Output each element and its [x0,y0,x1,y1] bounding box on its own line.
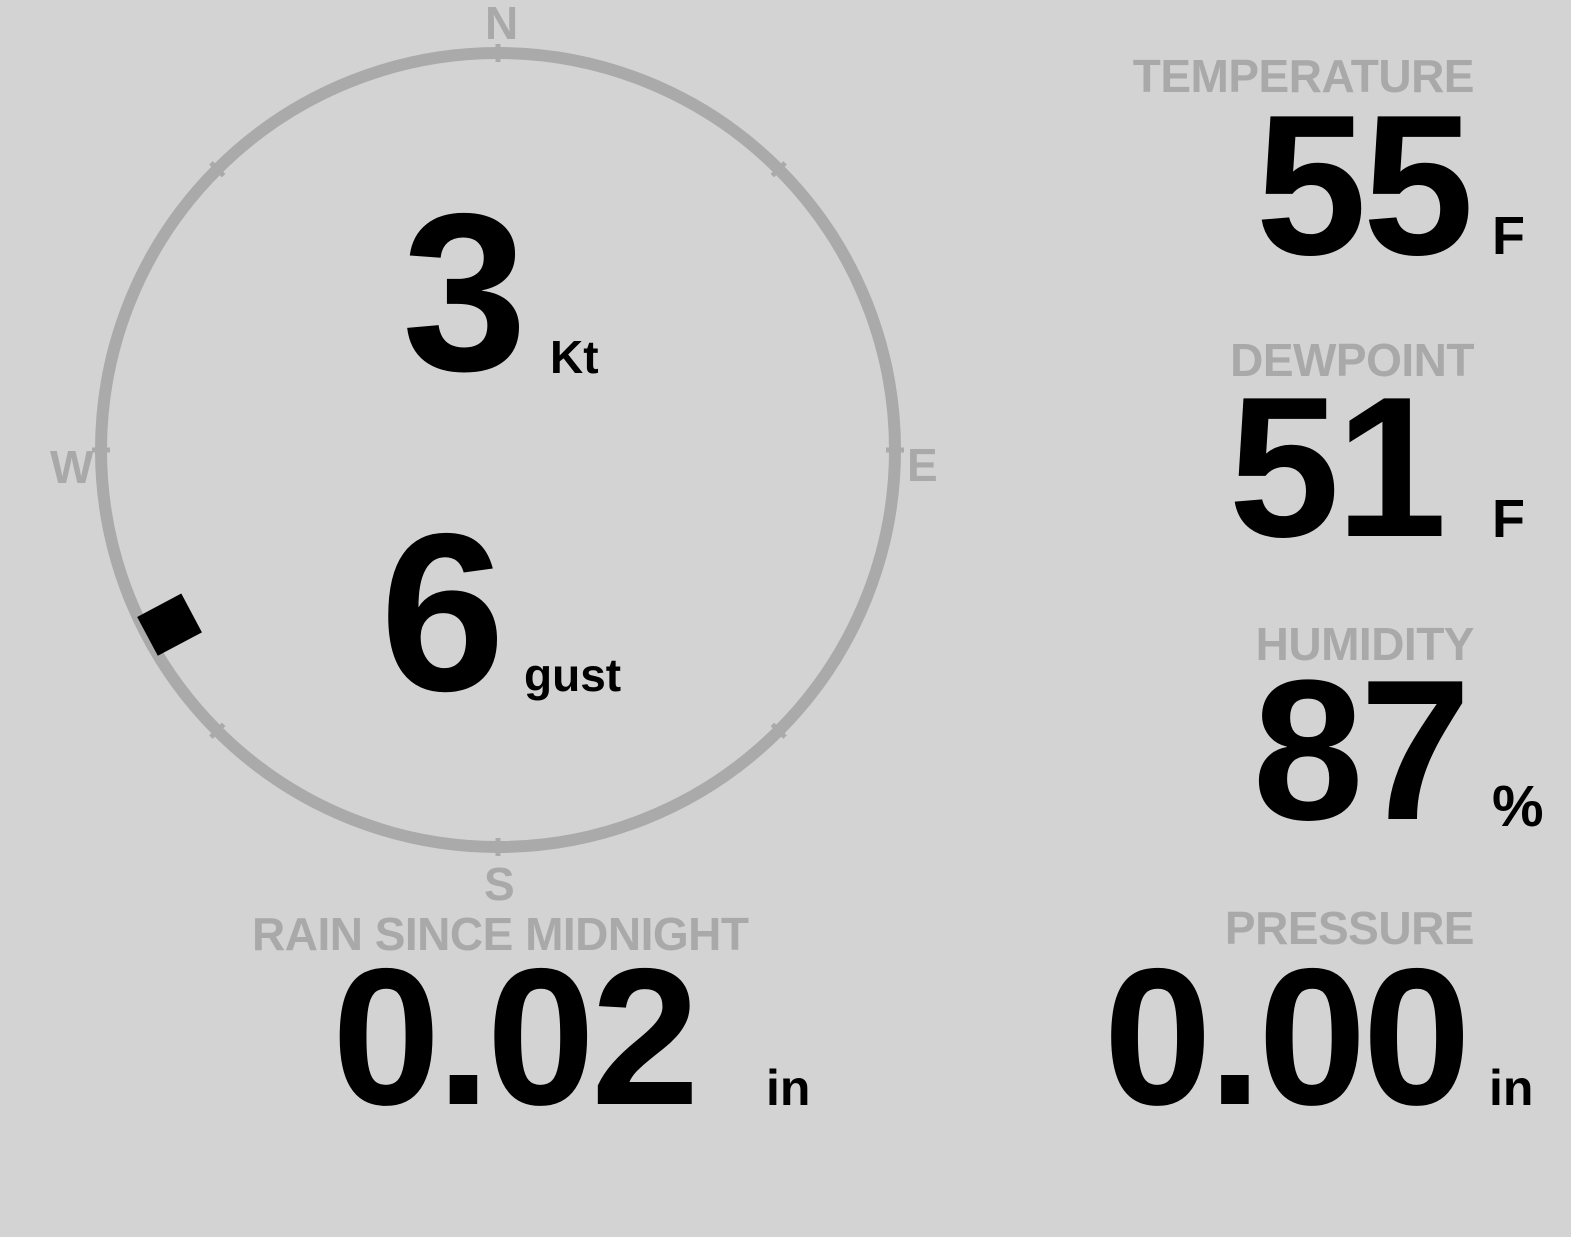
rain-value: 0.02 [332,928,700,1146]
temperature-label: TEMPERATURE [1132,50,1475,102]
wind-speed-value: 3 [402,166,527,418]
compass-south: S [484,858,515,910]
compass-tick [770,722,787,739]
dewpoint-unit: F [1492,489,1525,549]
rain-label: RAIN SINCE MIDNIGHT [252,908,749,960]
compass-north: N [485,0,519,49]
dewpoint-value: 51 [1228,356,1447,579]
temperature-unit: F [1492,206,1525,266]
wind-gust-value: 6 [380,486,505,738]
pressure-label: PRESSURE [1224,902,1475,954]
compass-tick [209,722,226,739]
compass-west: W [50,441,94,493]
pressure-value: 0.00 [1103,928,1471,1146]
rain-unit: in [766,1060,811,1116]
compass-tick [770,161,787,178]
wind-gust-label: gust [524,649,622,701]
pressure-unit: in [1489,1060,1534,1116]
humidity-unit: % [1492,774,1544,839]
dewpoint-label: DEWPOINT [1230,334,1474,386]
wind-direction-marker [137,593,202,656]
wind-speed-unit: Kt [550,331,599,383]
humidity-value: 87 [1252,639,1471,862]
temperature-value: 55 [1255,74,1474,297]
humidity-label: HUMIDITY [1255,618,1475,670]
compass-east: E [907,439,938,491]
compass-tick [209,161,226,178]
